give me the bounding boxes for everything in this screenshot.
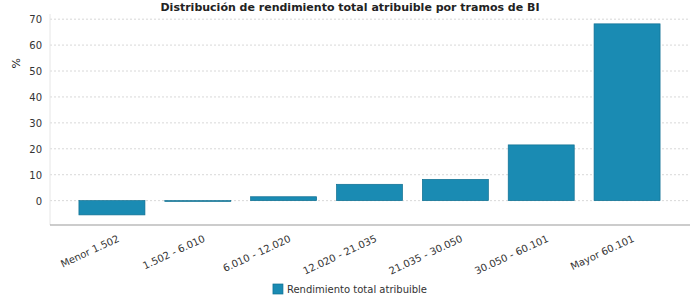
y-label: % [10,58,23,68]
x-tick-label: Mayor 60.101 [569,233,636,272]
chart: Distribución de rendimiento total atribu… [0,0,700,300]
y-tick-label: 60 [29,40,42,51]
legend-label: Rendimiento total atribuible [287,284,427,295]
x-tick-label: 6.010 - 12.020 [221,233,292,274]
bar [79,201,145,215]
legend: Rendimiento total atribuible [273,284,427,295]
grid-line [50,19,690,20]
bar [422,179,488,200]
x-tick-label: 30.050 - 60.101 [473,233,550,277]
x-axis-line [50,225,690,226]
bar [508,145,574,201]
y-axis-line [50,14,51,225]
y-tick-label: 70 [29,14,42,25]
bar [165,200,231,202]
x-tick-label: 12.020 - 21.035 [301,233,378,277]
bar [594,24,660,201]
bar [251,197,317,201]
y-tick-label: 10 [29,170,42,181]
y-tick-label: 30 [29,118,42,129]
y-tick-label: 50 [29,66,42,77]
bar [337,184,403,200]
bars [79,24,660,215]
y-tick-label: 20 [29,144,42,155]
x-tick-label: 1.502 - 6.010 [141,233,207,271]
y-tick-label: 40 [29,92,42,103]
y-tick-label: 0 [36,196,42,207]
title: Distribución de rendimiento total atribu… [160,1,539,14]
x-tick-label: Menor 1.502 [59,233,121,270]
x-tick-label: 21.035 - 30.050 [387,233,464,277]
legend-swatch [273,284,283,294]
